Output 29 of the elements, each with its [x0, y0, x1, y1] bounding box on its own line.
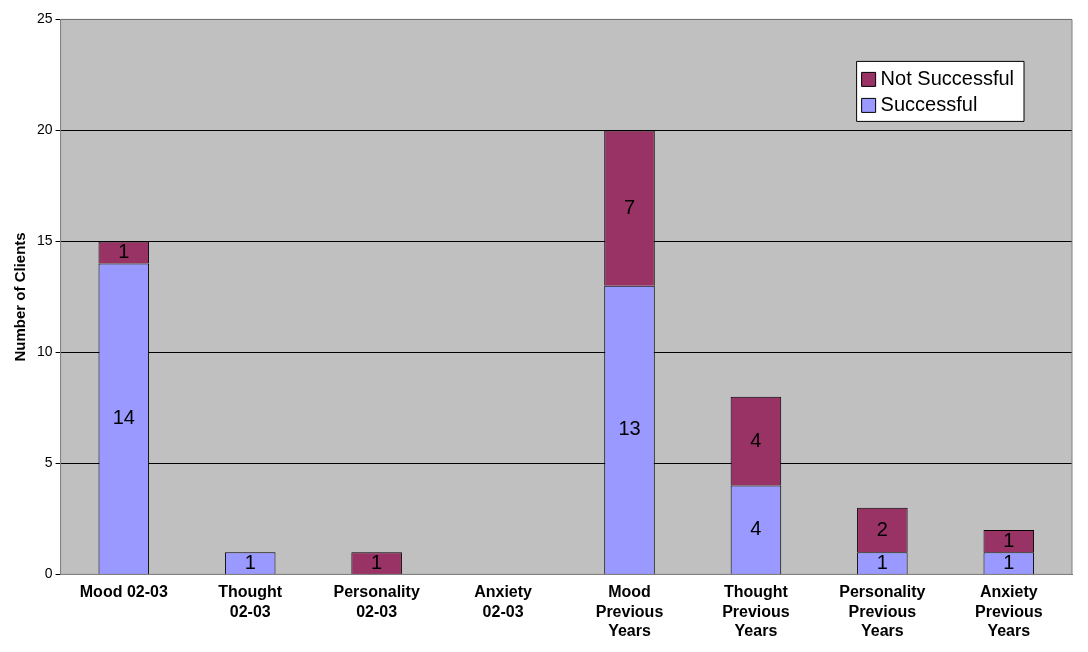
data-label: 1	[244, 550, 256, 573]
x-tick-label: Mood 02-03	[79, 583, 168, 601]
x-tick-label: Anxiety Previous Years	[974, 583, 1043, 639]
x-tick-label: Personality 02-03	[333, 583, 420, 620]
data-label: 1	[1003, 550, 1015, 573]
data-label: 1	[371, 550, 383, 573]
y-tick-label: 20	[36, 121, 53, 138]
y-tick-label: 0	[44, 565, 53, 582]
y-axis-title: Number of Clients	[11, 232, 29, 362]
data-label: 13	[618, 417, 641, 440]
data-label: 7	[623, 195, 636, 218]
data-label: 1	[1003, 528, 1015, 551]
y-tick-label: 25	[36, 10, 53, 27]
y-tick-label: 15	[36, 232, 53, 249]
legend-label: Successful	[880, 92, 978, 115]
data-label: 4	[750, 517, 762, 540]
x-tick-label: Thought Previous Years	[722, 583, 790, 639]
data-label: 14	[112, 406, 135, 429]
data-label: 4	[750, 428, 762, 451]
x-tick-label: Anxiety 02-03	[474, 583, 533, 620]
legend-label: Not Successful	[880, 66, 1014, 89]
data-label: 1	[876, 550, 888, 573]
y-tick-label: 10	[36, 343, 53, 360]
x-tick-label: Mood Previous Years	[595, 583, 664, 639]
x-tick-label: Thought 02-03	[218, 583, 283, 620]
data-label: 1	[118, 240, 130, 263]
y-tick-label: 5	[44, 454, 53, 471]
data-label: 2	[876, 517, 888, 540]
x-tick-label: Personality Previous Years	[839, 583, 926, 639]
